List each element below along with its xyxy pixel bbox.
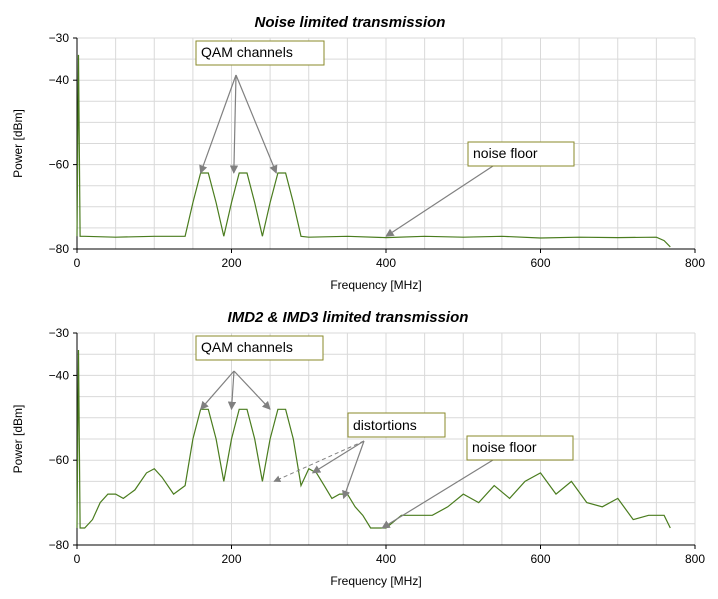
y-tick-label: −30 <box>49 326 70 340</box>
annotation-label: distortions <box>353 417 417 433</box>
chart-panel-1: 0 200 400 600 800 −30 −40 −60 −80 Noise limited t… <box>11 14 705 292</box>
series-line-1 <box>76 349 671 529</box>
y-axis-label: Power [dBm] <box>11 109 25 178</box>
annotation-label: QAM channels <box>201 44 293 60</box>
annotation-arrow <box>385 165 494 237</box>
y-tick-label: −80 <box>49 242 70 256</box>
x-tick-label: 600 <box>530 256 550 270</box>
annotation-arrow <box>381 459 494 529</box>
y-tick-label: −30 <box>49 31 70 45</box>
chart-title: Noise limited transmission <box>255 14 446 31</box>
annotation-box <box>467 141 575 167</box>
annotation-box <box>466 435 574 461</box>
y-tick-label: −60 <box>49 453 70 467</box>
x-axis-label: Frequency [MHz] <box>330 574 421 588</box>
annotation-label: noise floor <box>472 439 537 455</box>
x-tick-label: 800 <box>685 552 705 566</box>
y-tick-label: −80 <box>49 538 70 552</box>
x-tick-label: 200 <box>221 256 241 270</box>
annotation-box <box>195 40 325 66</box>
y-tick-label: −40 <box>49 73 70 87</box>
annotation-label: QAM channels <box>201 339 293 355</box>
annotation-arrow <box>311 440 365 474</box>
annotation-label: noise floor <box>473 145 538 161</box>
annotation-arrow <box>227 370 237 411</box>
x-tick-label: 200 <box>221 552 241 566</box>
chart-panel-2: 0 200 400 600 800 −30 −40 −60 −80 IMD2 & IMD3 lim… <box>11 309 705 588</box>
y-tick-label: −40 <box>49 368 70 382</box>
annotation-arrow <box>233 370 271 410</box>
annotation-arrow <box>199 74 237 174</box>
x-tick-label: 0 <box>74 256 81 270</box>
annotation-arrow <box>273 440 365 483</box>
annotation-box <box>195 335 324 361</box>
annotation-arrow <box>200 370 235 410</box>
x-tick-label: 400 <box>376 256 396 270</box>
x-axis-label: Frequency [MHz] <box>330 278 421 292</box>
annotation-box <box>347 412 446 438</box>
chart-title: IMD2 & IMD3 limited transmission <box>228 309 469 326</box>
x-tick-label: 800 <box>685 256 705 270</box>
y-axis-label: Power [dBm] <box>11 405 25 474</box>
series-line-1 <box>76 54 671 248</box>
x-tick-label: 400 <box>376 552 396 566</box>
annotation-arrow <box>342 440 365 500</box>
x-tick-label: 600 <box>530 552 550 566</box>
x-tick-label: 0 <box>74 552 81 566</box>
annotation-arrow <box>229 74 239 174</box>
annotation-arrow <box>235 74 278 174</box>
y-tick-label: −60 <box>49 158 70 172</box>
